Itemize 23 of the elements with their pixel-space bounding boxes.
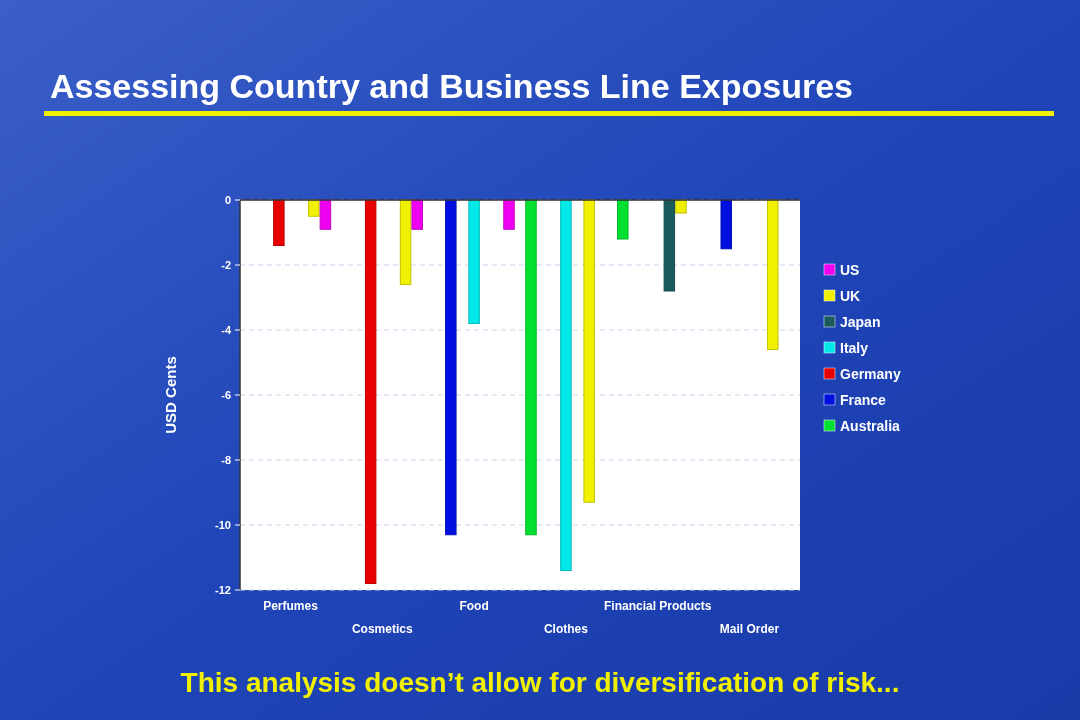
x-tick-label: Food — [459, 599, 489, 613]
y-tick-label: 0 — [224, 193, 231, 206]
legend-label: UK — [840, 287, 861, 304]
legend-label: France — [840, 391, 887, 408]
x-tick-label: Cosmetics — [351, 622, 413, 636]
legend-label: Japan — [840, 313, 881, 330]
text: This analysis doesn’t allow for diversification of risk... — [180, 667, 900, 698]
legend-label: Australia — [840, 417, 901, 434]
chart-title: Assessing Country and Business Line Exposures — [50, 67, 854, 105]
legend-label: Germany — [840, 365, 901, 382]
y-tick-label: -8 — [221, 453, 231, 466]
legend-label: Italy — [840, 339, 869, 356]
y-tick-label: -4 — [221, 323, 232, 336]
y-tick-label: -2 — [221, 258, 231, 271]
y-tick-label: -12 — [215, 583, 231, 596]
y-axis-title: USD Cents — [162, 356, 179, 434]
x-tick-label: Perfumes — [263, 599, 319, 613]
y-tick-label: -10 — [215, 518, 231, 531]
x-tick-label: Clothes — [543, 622, 589, 636]
legend-label: US — [840, 261, 860, 278]
x-tick-label: Financial Products — [604, 599, 712, 613]
y-tick-label: -6 — [221, 388, 231, 401]
x-tick-label: Mail Order — [719, 622, 780, 636]
